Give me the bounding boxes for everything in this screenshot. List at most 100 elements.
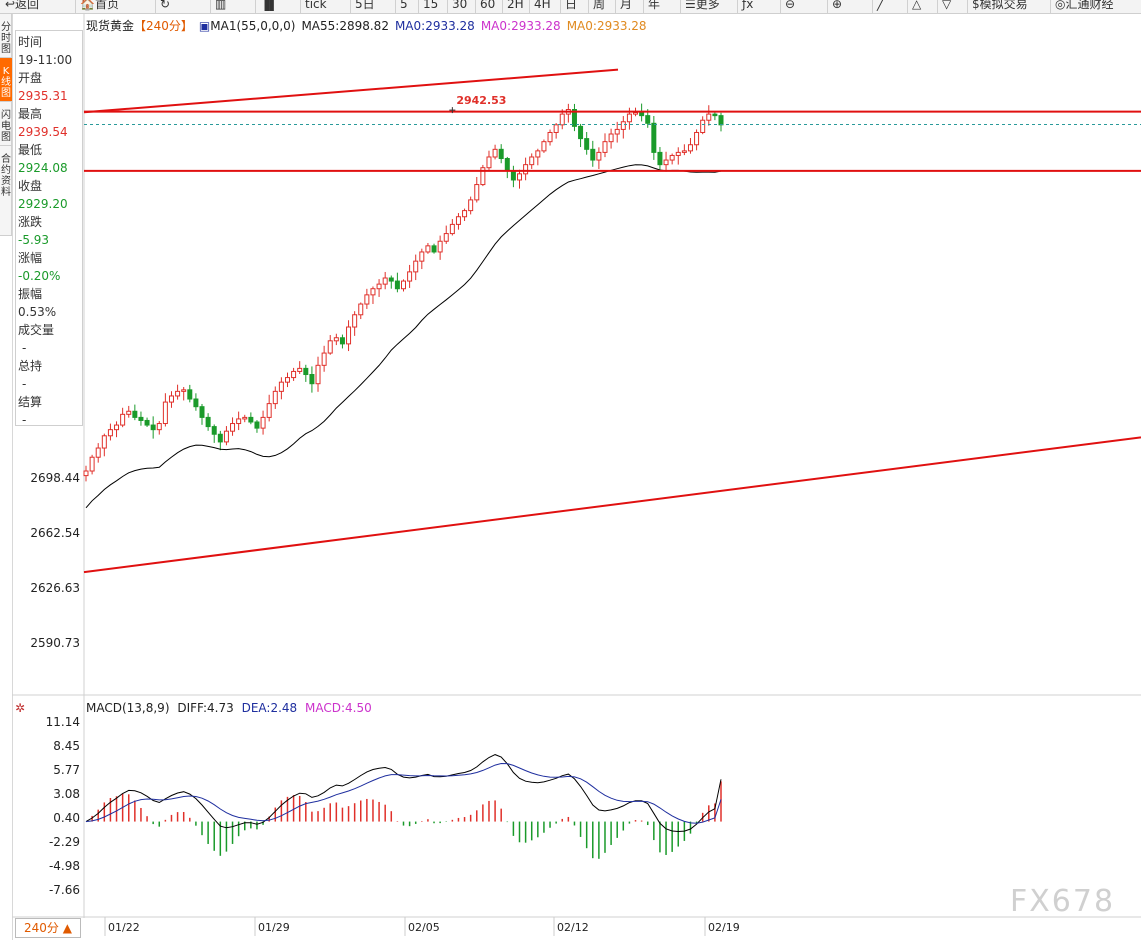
candle-button[interactable]: ▐▌ xyxy=(260,0,279,11)
high-label: 最高 xyxy=(18,107,43,121)
candle-down xyxy=(205,416,211,428)
macd-name: MACD(13,8,9) xyxy=(86,701,170,715)
period-年-button[interactable]: 年 xyxy=(648,0,661,11)
candle-down xyxy=(187,389,193,400)
period-4H-button[interactable]: 4H xyxy=(534,0,551,11)
formula-button[interactable]: ƒx xyxy=(742,0,754,11)
ma0-label-c: MA0:2933.28 xyxy=(566,19,647,33)
period-tick-button[interactable]: tick xyxy=(305,0,327,11)
candles-group xyxy=(83,103,724,482)
candle-up xyxy=(413,260,419,273)
toolbar-separator xyxy=(737,0,738,13)
side-tab-0[interactable]: 分时图 xyxy=(0,14,12,58)
side-tab-1[interactable]: K线图 xyxy=(0,58,12,102)
period-5-button[interactable]: 5 xyxy=(400,0,408,11)
toolbar-separator xyxy=(1050,0,1051,13)
settlement-label: 结算 xyxy=(18,395,43,409)
period-日-button[interactable]: 日 xyxy=(565,0,578,11)
candle-up xyxy=(419,251,425,262)
toolbar-separator xyxy=(529,0,530,13)
toolbar-separator xyxy=(967,0,968,13)
toolbar-separator xyxy=(872,0,873,13)
candle-up xyxy=(364,294,370,305)
candle-up xyxy=(437,240,443,253)
candle-up xyxy=(596,151,602,161)
candle-up xyxy=(126,410,132,415)
candle-up xyxy=(553,124,559,133)
toolbar-separator xyxy=(680,0,681,13)
macd-tick-label: -2.29 xyxy=(49,835,80,849)
side-tabs: 分时图 K线图 闪电图 合约资料 xyxy=(0,14,12,236)
period-月-button[interactable]: 月 xyxy=(620,0,633,11)
candle-up xyxy=(297,367,303,372)
candle-up xyxy=(559,113,565,126)
candle-down xyxy=(217,433,223,443)
candle-up xyxy=(663,159,669,166)
period-5日-button[interactable]: 5日 xyxy=(355,0,375,11)
toolbar-separator xyxy=(210,0,211,13)
candle-up xyxy=(291,370,297,379)
candle-up xyxy=(675,151,681,156)
side-tab-3[interactable]: 合约资料 xyxy=(0,146,12,236)
macd-tick-label: 3.08 xyxy=(53,787,80,801)
menu-button[interactable]: ☰更多 xyxy=(685,0,720,11)
bar-chart-button[interactable]: ▥ xyxy=(215,0,227,11)
candle-up xyxy=(694,131,700,146)
settings-icon[interactable]: ✲ xyxy=(15,701,26,715)
toolbar-separator xyxy=(588,0,589,13)
triangle-up-button[interactable]: △ xyxy=(912,0,922,11)
low-value: 2924.08 xyxy=(18,161,68,175)
macd-legend: MACD(13,8,9) DIFF:4.73 DEA:2.48 MACD:4.5… xyxy=(86,701,376,715)
period-周-button[interactable]: 周 xyxy=(593,0,606,11)
dollar-button[interactable]: $模拟交易 xyxy=(972,0,1028,11)
high-value: 2939.54 xyxy=(18,125,68,139)
home-button[interactable]: 🏠首页 xyxy=(80,0,119,11)
zoom-in-button[interactable]: ⊕ xyxy=(832,0,843,11)
candle-down xyxy=(309,374,315,385)
refresh-button[interactable]: ↻ xyxy=(160,0,171,11)
candle-up xyxy=(480,167,486,186)
triangle-down-button[interactable]: ▽ xyxy=(942,0,952,11)
candle-up xyxy=(547,131,553,143)
ma1-label: MA1(55,0,0,0) xyxy=(210,19,296,33)
time-value: 19-11:00 xyxy=(18,53,73,67)
ma55-line xyxy=(85,164,722,509)
period-15-button[interactable]: 15 xyxy=(423,0,439,11)
open-interest-value: - xyxy=(22,377,27,391)
toolbar-separator xyxy=(615,0,616,13)
period-selector[interactable]: 240分 ▲ xyxy=(15,918,81,938)
candle-up xyxy=(101,435,107,449)
macd-tick-label: 11.14 xyxy=(46,715,80,729)
candle-down xyxy=(339,337,345,345)
candle-up xyxy=(175,390,181,397)
candle-down xyxy=(645,115,651,124)
candle-up xyxy=(242,416,248,420)
candle-up xyxy=(443,233,449,242)
indicator-icon[interactable]: ▣ xyxy=(198,19,211,33)
brand-button[interactable]: ◎汇通财经 xyxy=(1055,0,1114,11)
candle-up xyxy=(346,326,352,345)
candle-up xyxy=(114,424,120,431)
toolbar-separator xyxy=(827,0,828,13)
quote-info-panel: 时间 19-11:00 开盘 2935.31 最高 2939.54 最低 292… xyxy=(15,30,83,427)
period-60-button[interactable]: 60 xyxy=(480,0,496,11)
macd-dea-line xyxy=(85,762,722,824)
pct-value: -0.20% xyxy=(18,269,61,283)
candle-down xyxy=(138,416,144,421)
candle-down xyxy=(712,113,718,117)
zoom-out-button[interactable]: ⊖ xyxy=(785,0,796,11)
period-2H-button[interactable]: 2H xyxy=(507,0,524,11)
candle-down xyxy=(150,424,156,431)
period-30-button[interactable]: 30 xyxy=(452,0,468,11)
period-label: 【240分】 xyxy=(134,19,193,33)
date-tick-label: 02/05 xyxy=(408,921,440,934)
side-tab-2[interactable]: 闪电图 xyxy=(0,102,12,146)
draw-line-button[interactable]: ╱ xyxy=(877,0,885,11)
price-tick-label: 2698.44 xyxy=(30,471,80,485)
candle-down xyxy=(504,158,510,172)
back-button[interactable]: ↩返回 xyxy=(5,0,40,11)
toolbar-separator xyxy=(255,0,256,13)
date-tick-label: 01/29 xyxy=(258,921,290,934)
candle-up xyxy=(614,128,620,135)
